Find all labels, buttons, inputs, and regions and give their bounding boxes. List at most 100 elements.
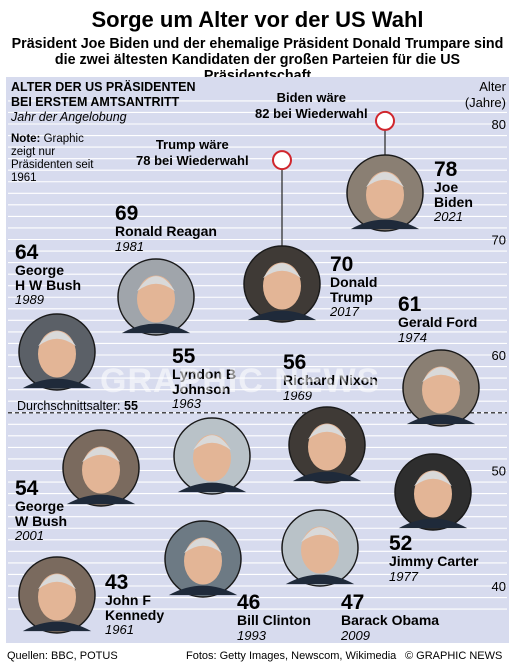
president-name: Gerald Ford — [398, 314, 478, 330]
y-axis-ticks: 40 50 60 70 80 — [492, 117, 506, 594]
bush-senior-portrait — [18, 313, 96, 391]
president-name: Donald — [330, 274, 378, 290]
reagan-portrait — [117, 258, 195, 336]
biden-reelection-callout: Biden wäre 82 bei Wiederwahl — [255, 90, 368, 122]
portraits — [18, 154, 480, 634]
footer-credit: © GRAPHIC NEWS — [405, 650, 503, 662]
y-axis-label: Alter (Jahre) — [456, 79, 506, 111]
footer-sources: Quellen: BBC, POTUS — [7, 650, 118, 662]
president-name: Richard Nixon — [283, 372, 378, 388]
age-value: 69 — [115, 202, 139, 225]
trump-reelection-marker — [272, 150, 292, 171]
panel-subheading: Jahr der Angelobung — [11, 110, 127, 124]
y-tick-label: 40 — [492, 579, 506, 594]
chart-subtitle: Präsident Joe Biden und der ehemalige Pr… — [11, 36, 504, 84]
inauguration-year: 1969 — [283, 387, 312, 403]
president-name: Barack Obama — [341, 612, 440, 628]
biden-callout-line2: 82 bei Wiederwahl — [255, 106, 368, 121]
age-value: 47 — [341, 591, 365, 614]
carter-portrait — [394, 453, 472, 531]
age-value: 61 — [398, 293, 422, 316]
trump-portrait — [243, 245, 321, 323]
age-value: 43 — [105, 571, 129, 594]
inauguration-year: 1963 — [172, 396, 201, 412]
president-name: George — [15, 498, 65, 514]
watermark: GRAPHIC NEWS — [100, 362, 381, 400]
age-value: 55 — [172, 345, 196, 368]
president-name: H W Bush — [15, 276, 82, 293]
johnson-portrait — [173, 417, 251, 495]
obama-portrait — [281, 509, 359, 587]
panel-heading-line1: ALTER DER US PRÄSIDENTEN — [11, 80, 196, 94]
age-value: 54 — [15, 477, 39, 500]
inauguration-year: 1989 — [15, 292, 44, 308]
inauguration-year: 1977 — [389, 568, 418, 584]
president-label: 70 Donald Trump 2017 — [330, 254, 377, 320]
president-name: George — [15, 262, 65, 278]
president-label: 64 George H W Bush 1989 — [15, 242, 81, 308]
note: Note: Graphic zeigt nur Präsidenten seit… — [11, 133, 111, 185]
average-label: Durchschnittsalter: 55 — [17, 399, 138, 413]
biden-reelection-marker — [375, 110, 395, 131]
president-label: 52 Jimmy Carter 1977 — [389, 533, 479, 584]
president-name: Joe — [434, 179, 459, 195]
note-text: Graphic zeigt nur Präsidenten seit 1961 — [11, 133, 94, 184]
inauguration-year: 1981 — [115, 238, 144, 254]
president-name: Johnson — [172, 380, 231, 397]
president-label: 47 Barack Obama 2009 — [341, 592, 439, 643]
president-label: 55 Lyndon B Johnson 1963 — [172, 346, 236, 412]
president-name: Kennedy — [105, 606, 165, 623]
y-tick-label: 80 — [492, 117, 506, 132]
inauguration-year: 2021 — [434, 209, 463, 225]
inauguration-year: 2017 — [330, 304, 359, 320]
trump-callout-line1: Trump wäre — [155, 137, 229, 152]
age-value: 70 — [330, 253, 354, 276]
clinton-portrait — [164, 520, 242, 598]
inauguration-year: 1993 — [237, 627, 266, 643]
chart-title: Sorge um Alter vor der US Wahl — [91, 7, 424, 32]
y-axis-label-line2: (Jahre) — [464, 95, 506, 110]
president-name: Trump — [330, 288, 373, 305]
president-name: Jimmy Carter — [389, 553, 479, 569]
reelection-connectors — [272, 110, 395, 246]
y-tick-label: 60 — [492, 348, 506, 363]
biden-callout-line1: Biden wäre — [276, 90, 346, 105]
age-value: 64 — [15, 241, 39, 264]
inauguration-year: 2001 — [15, 528, 44, 544]
panel-heading: ALTER DER US PRÄSIDENTEN BEI ERSTEM AMTS… — [11, 80, 196, 110]
panel-heading-line2: BEI ERSTEM AMTSANTRITT — [11, 95, 180, 109]
inauguration-year: 1974 — [398, 329, 427, 345]
age-value: 56 — [283, 351, 307, 374]
president-label: 46 Bill Clinton 1993 — [237, 592, 311, 643]
president-label: 69 Ronald Reagan 1981 — [115, 203, 217, 254]
inauguration-year: 1961 — [105, 622, 134, 638]
age-value: 78 — [434, 158, 458, 181]
president-label: 54 George W Bush 2001 — [15, 478, 67, 544]
president-name: Bill Clinton — [237, 612, 311, 628]
president-name: Ronald Reagan — [115, 223, 217, 239]
biden-portrait — [346, 154, 424, 232]
trump-reelection-callout: Trump wäre 78 bei Wiederwahl — [136, 137, 249, 169]
note-label: Note: — [11, 133, 41, 145]
inauguration-year: 2009 — [341, 627, 370, 643]
ford-portrait — [402, 349, 480, 427]
nixon-portrait — [288, 406, 366, 484]
kennedy-portrait — [18, 556, 96, 634]
trump-callout-line2: 78 bei Wiederwahl — [136, 153, 249, 168]
average-value: 55 — [124, 399, 138, 413]
president-name: W Bush — [15, 512, 68, 529]
president-label: 43 John F Kennedy 1961 — [105, 572, 164, 638]
president-name: Lyndon B — [172, 366, 237, 382]
bush-junior-portrait — [62, 429, 140, 507]
president-name: Biden — [434, 193, 473, 210]
y-axis-label-line1: Alter — [479, 79, 506, 94]
y-tick-label: 70 — [492, 233, 506, 248]
president-label: 78 Joe Biden 2021 — [434, 159, 473, 225]
y-tick-label: 50 — [492, 464, 506, 479]
age-value: 46 — [237, 591, 261, 614]
age-value: 52 — [389, 532, 413, 555]
president-label: 61 Gerald Ford 1974 — [398, 294, 477, 345]
president-label: 56 Richard Nixon 1969 — [283, 352, 378, 403]
president-name: John F — [105, 592, 151, 608]
